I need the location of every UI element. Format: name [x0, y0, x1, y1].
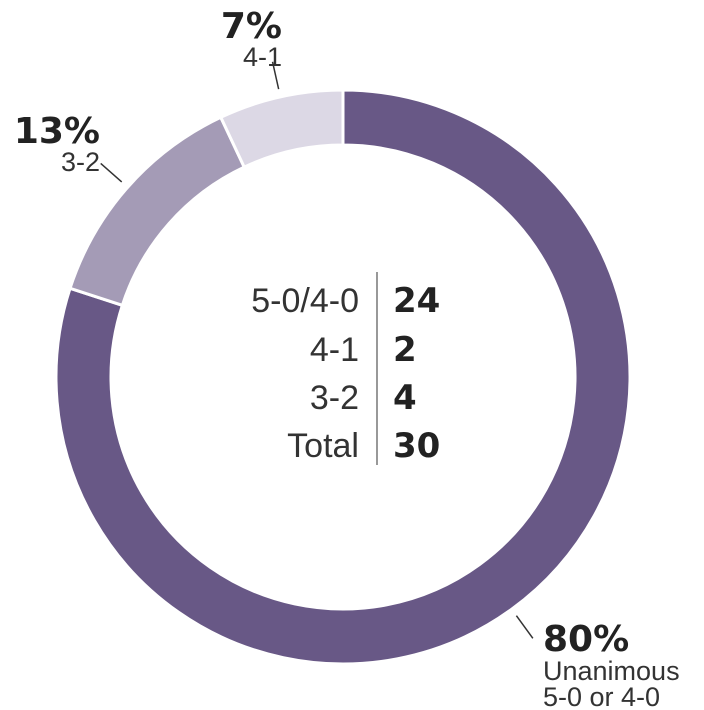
- slice-label-3-2: 3-2: [61, 147, 100, 177]
- slice-4-1: [218, 88, 345, 170]
- table-row-count-unanimous: 24: [393, 281, 440, 321]
- table-row-count-4-1: 2: [393, 330, 417, 370]
- slice-labels: 80% Unanimous 5-0 or 4-0 13% 3-2 7% 4-1: [14, 6, 680, 710]
- slice-percent-unanimous: 80%: [543, 619, 629, 660]
- slice-percent-3-2: 13%: [14, 111, 100, 152]
- table-row-count-total: 30: [393, 426, 440, 466]
- table-row-count-3-2: 4: [393, 378, 417, 418]
- slice-label-4-1: 4-1: [243, 42, 282, 72]
- table-row-label-4-1: 4-1: [310, 331, 359, 369]
- slice-label-unanimous-line1: Unanimous: [543, 656, 680, 686]
- donut-slices: [54, 88, 632, 666]
- table-row-label-unanimous: 5-0/4-0: [251, 282, 359, 320]
- slice-label-unanimous-line2: 5-0 or 4-0: [543, 682, 660, 710]
- leader-line-unanimous: [515, 615, 534, 639]
- leader-lines: [100, 61, 534, 639]
- leader-line-4-1: [271, 61, 280, 90]
- slice-percent-4-1: 7%: [221, 6, 282, 47]
- leader-line-3-2: [100, 162, 123, 183]
- center-summary-table: 5-0/4-0 24 4-1 2 3-2 4 Total 30: [251, 272, 440, 466]
- slice-unanimous: [54, 88, 632, 666]
- table-row-label-total: Total: [287, 427, 359, 465]
- table-row-label-3-2: 3-2: [310, 379, 359, 417]
